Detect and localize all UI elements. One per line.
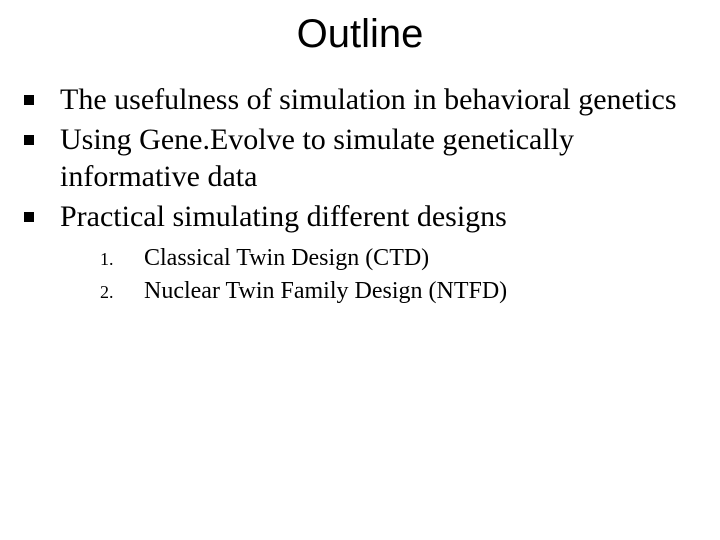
square-bullet-icon (24, 135, 34, 145)
sublist-number: 1. (100, 249, 144, 270)
bullet-text: Using Gene.Evolve to simulate geneticall… (60, 121, 712, 196)
bullet-text: Practical simulating different designs (60, 198, 507, 236)
bullet-item: Using Gene.Evolve to simulate geneticall… (24, 121, 712, 196)
numbered-sublist: 1. Classical Twin Design (CTD) 2. Nuclea… (0, 243, 720, 307)
bullet-item: Practical simulating different designs (24, 198, 712, 236)
sublist-item: 1. Classical Twin Design (CTD) (100, 243, 720, 274)
sublist-number: 2. (100, 282, 144, 303)
bullet-item: The usefulness of simulation in behavior… (24, 81, 712, 119)
bullet-text: The usefulness of simulation in behavior… (60, 81, 677, 119)
sublist-text: Nuclear Twin Family Design (NTFD) (144, 276, 507, 307)
bullet-list: The usefulness of simulation in behavior… (0, 81, 720, 235)
square-bullet-icon (24, 95, 34, 105)
sublist-text: Classical Twin Design (CTD) (144, 243, 429, 274)
square-bullet-icon (24, 212, 34, 222)
sublist-item: 2. Nuclear Twin Family Design (NTFD) (100, 276, 720, 307)
slide-title: Outline (0, 0, 720, 81)
